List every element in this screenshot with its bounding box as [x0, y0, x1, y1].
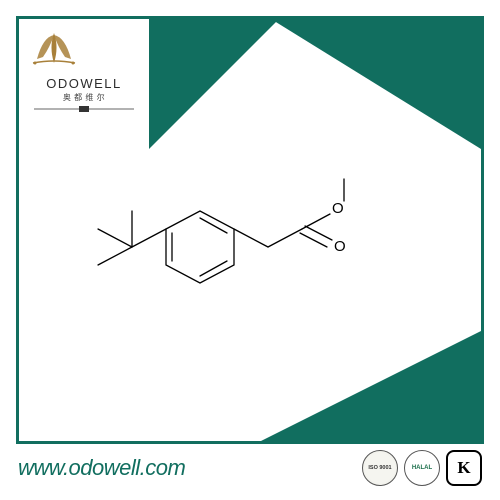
footer-bar: www.odowell.com ISO 9001 HALAL K	[0, 446, 500, 490]
iso-badge: ISO 9001	[362, 450, 398, 486]
certification-badges: ISO 9001 HALAL K	[362, 450, 482, 486]
halal-label: HALAL	[412, 465, 432, 472]
atom-label-O1: O	[332, 200, 344, 217]
brand-subtitle: 奥 都 维 尔	[25, 92, 143, 103]
corner-fill-top-right	[271, 19, 481, 149]
kosher-badge: K	[446, 450, 482, 486]
brand-name: ODOWELL	[25, 76, 143, 91]
brand-underline	[29, 105, 139, 113]
chemical-structure: O O	[80, 167, 420, 307]
atom-label-O2: O	[334, 238, 346, 255]
brand-logo-block: ODOWELL 奥 都 维 尔	[19, 19, 149, 149]
content-frame: ODOWELL 奥 都 维 尔	[16, 16, 484, 444]
halal-badge: HALAL	[404, 450, 440, 486]
website-url[interactable]: www.odowell.com	[18, 455, 185, 481]
corner-triangle-bottom	[261, 331, 481, 441]
corner-triangle-top	[149, 19, 279, 149]
leaf-icon	[25, 29, 83, 69]
iso-label: ISO 9001	[368, 465, 391, 471]
kosher-label: K	[457, 458, 470, 478]
